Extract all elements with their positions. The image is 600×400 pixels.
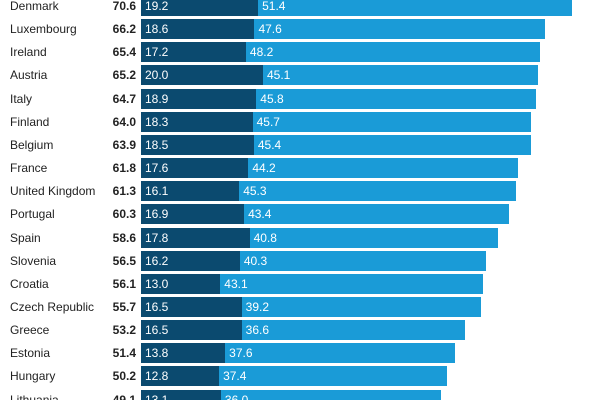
category-label: Luxembourg	[10, 22, 77, 37]
total-value-label: 60.3	[112, 207, 136, 222]
bar-segment-2: 36.6	[241, 320, 465, 341]
category-label: Czech Republic	[10, 299, 95, 314]
bar-segment-2: 45.7	[252, 111, 532, 132]
bar-row: Estonia 51.4 13.8 37.6	[0, 343, 600, 364]
bar-row: Ireland 65.4 17.2 48.2	[0, 42, 600, 63]
bar-segment-1: 18.9	[141, 88, 257, 109]
bar-row: Greece 53.2 16.5 36.6	[0, 320, 600, 341]
category-label: Portugal	[10, 207, 55, 222]
bar-segment-1: 19.2	[141, 0, 259, 16]
bar-segment-1: 16.2	[141, 250, 240, 271]
bar-segment-2: 48.2	[245, 42, 540, 63]
bar-segment-2: 37.6	[225, 343, 455, 364]
bar-segment-2: 51.4	[258, 0, 572, 16]
total-value-label: 65.4	[112, 45, 136, 60]
bar-segment-1: 16.1	[141, 181, 240, 202]
bar-segment-2: 40.8	[249, 227, 499, 248]
bar-segment-1: 16.5	[141, 320, 242, 341]
bar-segment-2: 44.2	[248, 158, 518, 179]
category-label: Italy	[10, 91, 33, 106]
category-label: Spain	[10, 230, 41, 245]
bar-row: Slovenia 56.5 16.2 40.3	[0, 250, 600, 271]
bar-segment-1: 18.3	[141, 111, 253, 132]
category-label: France	[10, 161, 48, 176]
bar-segment-1: 16.9	[141, 204, 245, 225]
bar-segment-1: 16.5	[141, 296, 242, 317]
category-label: Croatia	[10, 276, 49, 291]
total-value-label: 56.1	[112, 276, 136, 291]
bar-segment-1: 18.6	[141, 19, 255, 40]
bar-segment-2: 36.0	[220, 389, 441, 400]
bar-row: Lithuania 49.1 13.1 36.0	[0, 389, 600, 400]
bar-row: France 61.8 17.6 44.2	[0, 158, 600, 179]
total-value-label: 65.2	[112, 68, 136, 83]
bar-segment-1: 17.8	[141, 227, 250, 248]
total-value-label: 53.2	[112, 323, 136, 338]
bar-segment-2: 45.8	[256, 88, 536, 109]
bar-segment-1: 17.6	[141, 158, 249, 179]
bar-row: Austria 65.2 20.0 45.1	[0, 65, 600, 86]
category-label: Ireland	[10, 45, 47, 60]
category-label: Greece	[10, 323, 50, 338]
bar-row: Italy 64.7 18.9 45.8	[0, 88, 600, 109]
bar-segment-2: 37.4	[219, 366, 448, 387]
bar-row: United Kingdom 61.3 16.1 45.3	[0, 181, 600, 202]
category-label: Denmark	[10, 0, 59, 13]
total-value-label: 64.7	[112, 91, 136, 106]
bar-row: Belgium 63.9 18.5 45.4	[0, 134, 600, 155]
total-value-label: 70.6	[112, 0, 136, 13]
total-value-label: 49.1	[112, 392, 136, 400]
category-label: Finland	[10, 114, 50, 129]
total-value-label: 61.8	[112, 161, 136, 176]
category-label: Slovenia	[10, 253, 57, 268]
total-value-label: 55.7	[112, 299, 136, 314]
total-value-label: 61.3	[112, 184, 136, 199]
total-value-label: 51.4	[112, 346, 136, 361]
bar-segment-1: 12.8	[141, 366, 220, 387]
total-value-label: 63.9	[112, 137, 136, 152]
category-label: Austria	[10, 68, 48, 83]
bar-row: Portugal 60.3 16.9 43.4	[0, 204, 600, 225]
total-value-label: 64.0	[112, 114, 136, 129]
bar-row: Spain 58.6 17.8 40.8	[0, 227, 600, 248]
bar-segment-2: 40.3	[239, 250, 486, 271]
bar-row: Croatia 56.1 13.0 43.1	[0, 273, 600, 294]
bar-segment-1: 13.0	[141, 273, 221, 294]
bar-segment-1: 13.8	[141, 343, 226, 364]
bar-segment-2: 45.3	[239, 181, 516, 202]
bar-row: Luxembourg 66.2 18.6 47.6	[0, 19, 600, 40]
bar-row: Denmark 70.6 19.2 51.4	[0, 0, 600, 16]
total-value-label: 66.2	[112, 22, 136, 37]
bar-segment-2: 43.1	[220, 273, 484, 294]
category-label: United Kingdom	[10, 184, 96, 199]
category-label: Hungary	[10, 369, 56, 384]
category-label: Belgium	[10, 137, 54, 152]
bar-row: Finland 64.0 18.3 45.7	[0, 111, 600, 132]
bar-segment-2: 43.4	[244, 204, 509, 225]
bar-segment-1: 20.0	[141, 65, 263, 86]
bar-segment-2: 47.6	[254, 19, 545, 40]
bar-row: Czech Republic 55.7 16.5 39.2	[0, 296, 600, 317]
category-label: Estonia	[10, 346, 51, 361]
total-value-label: 56.5	[112, 253, 136, 268]
bar-segment-1: 18.5	[141, 134, 254, 155]
category-label: Lithuania	[10, 392, 59, 400]
bar-row: Hungary 50.2 12.8 37.4	[0, 366, 600, 387]
total-value-label: 50.2	[112, 369, 136, 384]
bar-segment-2: 45.1	[263, 65, 539, 86]
bar-segment-1: 17.2	[141, 42, 246, 63]
bar-segment-1: 13.1	[141, 389, 221, 400]
bar-segment-2: 45.4	[253, 134, 531, 155]
bar-segment-2: 39.2	[241, 296, 481, 317]
total-value-label: 58.6	[112, 230, 136, 245]
